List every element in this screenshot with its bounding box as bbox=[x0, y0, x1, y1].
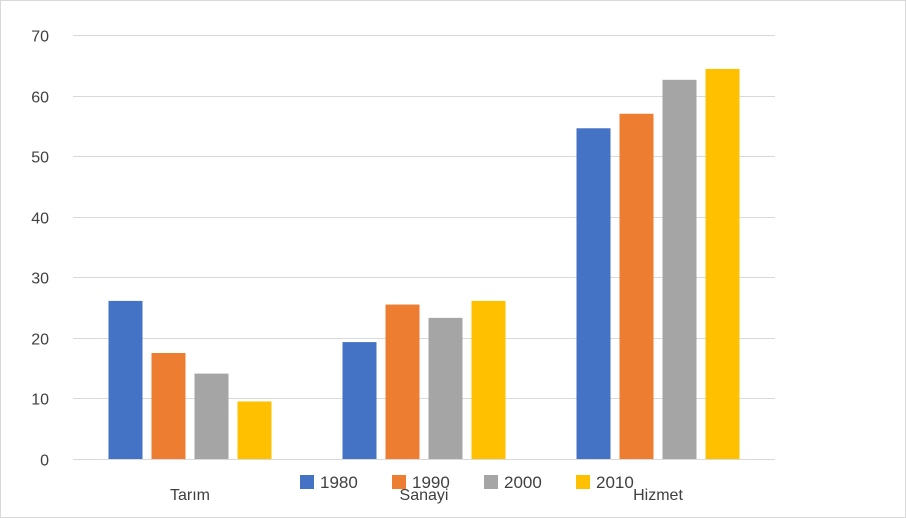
y-tick-label: 40 bbox=[31, 211, 49, 228]
legend-label: 2000 bbox=[504, 473, 542, 492]
bar-2010-3 bbox=[705, 68, 740, 460]
bar-2000-1 bbox=[194, 373, 229, 459]
x-category-label: Sanayi bbox=[400, 487, 449, 504]
y-tick-label: 60 bbox=[31, 90, 49, 107]
gridlines bbox=[73, 35, 775, 460]
legend-swatch bbox=[392, 475, 406, 489]
legend-label: 2010 bbox=[596, 473, 634, 492]
bar-2010-1 bbox=[237, 401, 272, 459]
legend-label: 1990 bbox=[412, 473, 450, 492]
legend-item: 1990 bbox=[392, 473, 450, 492]
bar-2000-3 bbox=[662, 79, 697, 459]
y-tick-label: 10 bbox=[31, 392, 49, 409]
legend-swatch bbox=[484, 475, 498, 489]
x-axis-categories: Tarım Sanayi Hizmet bbox=[170, 487, 683, 504]
y-tick-label: 30 bbox=[31, 271, 49, 288]
y-tick-label: 20 bbox=[31, 332, 49, 349]
legend-swatch bbox=[576, 475, 590, 489]
y-tick-label: 70 bbox=[31, 29, 49, 46]
bar-1980-2 bbox=[342, 342, 377, 459]
y-axis-ticks: 0 10 20 30 40 50 60 70 bbox=[31, 29, 49, 470]
bars bbox=[108, 68, 740, 460]
bar-1980-1 bbox=[108, 300, 143, 459]
bar-1990-1 bbox=[151, 353, 186, 459]
bar-2010-2 bbox=[471, 300, 506, 459]
x-category-label: Tarım bbox=[170, 487, 210, 504]
bar-2000-2 bbox=[428, 317, 463, 459]
legend-label: 1980 bbox=[320, 473, 358, 492]
y-tick-label: 50 bbox=[31, 150, 49, 167]
y-tick-label: 0 bbox=[40, 453, 49, 470]
bar-1990-3 bbox=[619, 113, 654, 459]
legend: 1980 1990 2000 2010 bbox=[300, 473, 634, 492]
bar-1990-2 bbox=[385, 304, 420, 459]
legend-item: 2000 bbox=[484, 473, 542, 492]
x-category-label: Hizmet bbox=[633, 487, 683, 504]
legend-item: 2010 bbox=[576, 473, 634, 492]
legend-swatch bbox=[300, 475, 314, 489]
legend-item: 1980 bbox=[300, 473, 358, 492]
bar-1980-3 bbox=[576, 128, 611, 459]
